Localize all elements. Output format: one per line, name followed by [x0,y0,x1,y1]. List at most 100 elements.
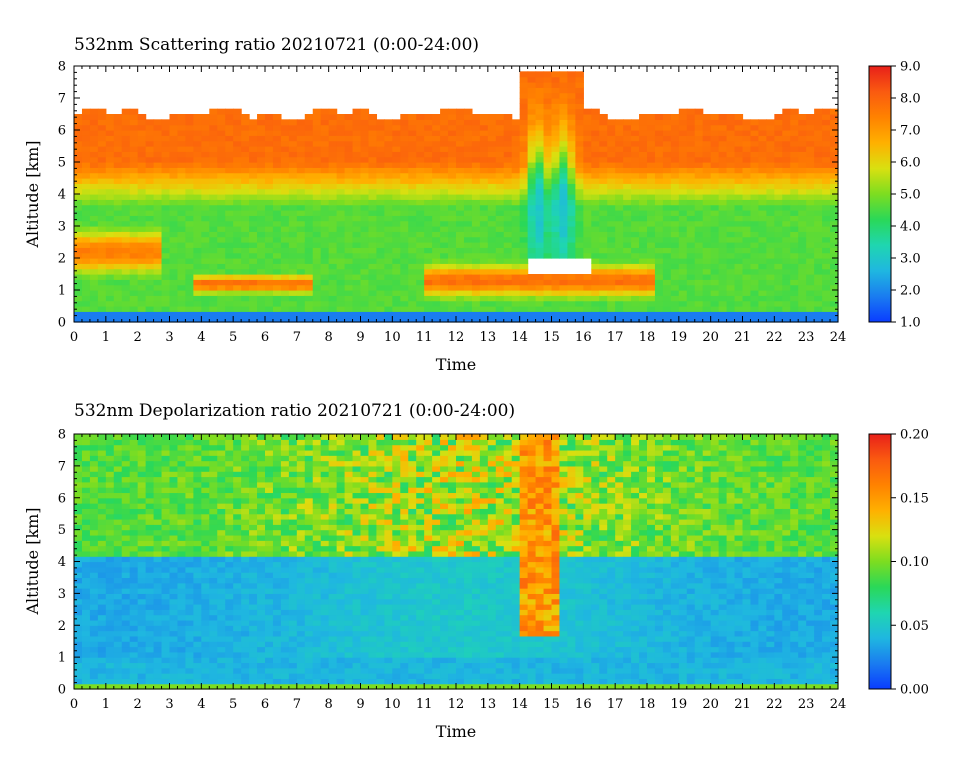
heatmap-cell [249,162,258,168]
y-axis-label: Altitude [km] [23,140,42,248]
heatmap-cell [97,439,107,446]
heatmap-cell [400,204,409,211]
heatmap-cell [440,274,449,280]
heatmap-cell [623,226,632,232]
heatmap-cell [654,194,664,200]
heatmap-cell [400,215,409,222]
heatmap-cell [726,258,736,264]
heatmap-cell [169,513,179,520]
heatmap-cell [105,279,115,286]
heatmap-cell [623,151,632,158]
heatmap-cell [169,439,179,446]
heatmap-cell [74,572,83,579]
heatmap-cell [758,162,767,168]
heatmap-cell [607,268,616,275]
heatmap-cell [830,178,839,184]
heatmap-cell [400,284,409,291]
heatmap-cell [105,630,115,637]
heatmap-cell [169,577,179,584]
heatmap-cell [265,279,274,286]
heatmap-cell [185,274,194,280]
heatmap-cell [344,247,354,254]
heatmap-cell [145,503,155,509]
heatmap-cell [121,625,131,632]
heatmap-cell [201,231,210,238]
heatmap-cell [758,279,767,286]
heatmap-cell [702,156,712,163]
heatmap-cell [145,199,155,206]
heatmap-cell [599,204,608,211]
heatmap-cell [105,274,115,280]
heatmap-cell [758,274,767,280]
heatmap-cell [654,295,664,302]
heatmap-cell [599,188,608,195]
heatmap-cell [376,215,385,222]
heatmap-cell [615,210,624,216]
heatmap-cell [479,252,489,259]
heatmap-cell [121,156,131,163]
heatmap-cell [288,199,298,206]
heatmap-cell [336,156,346,163]
heatmap-cell [782,178,791,184]
depolarization-ratio-panel: 532nm Depolarization ratio 20210721 (0:0… [23,401,929,741]
heatmap-cell [169,252,179,259]
heatmap-cell [193,140,202,147]
heatmap-cell [185,220,194,227]
heatmap-cell [105,226,115,232]
heatmap-cell [129,662,139,669]
heatmap-cell [567,231,576,238]
heatmap-cell [352,236,362,243]
heatmap-cell [137,156,147,163]
heatmap-cell [822,274,831,280]
heatmap-cell [774,226,783,232]
heatmap-cell [384,242,393,248]
heatmap-cell [694,242,704,248]
heatmap-cell [145,609,155,616]
heatmap-cell [654,119,664,126]
heatmap-cell [440,167,449,174]
heatmap-cell [185,284,194,291]
heatmap-cell [726,268,736,275]
heatmap-cell [503,210,513,216]
heatmap-cell [519,290,529,296]
heatmap-cell [113,646,123,653]
heatmap-cell [129,252,139,259]
heatmap-cell [463,199,473,206]
heatmap-cell [678,316,688,323]
heatmap-cell [806,220,815,227]
heatmap-cell [105,529,115,536]
heatmap-cell [113,550,123,557]
heatmap-cell [280,167,290,174]
heatmap-cell [487,183,497,190]
heatmap-cell [551,252,561,259]
heatmap-cell [782,162,791,168]
heatmap-cell [416,172,425,179]
heatmap-cell [551,316,561,323]
heatmap-cell [161,434,171,440]
heatmap-cell [408,130,417,136]
heatmap-cell [575,87,584,94]
heatmap-cell [233,284,242,291]
heatmap-cell [161,625,171,632]
heatmap-cell [798,300,807,307]
heatmap-cell [161,151,171,158]
heatmap-cell [137,534,147,541]
heatmap-cell [360,183,370,190]
heatmap-cell [304,258,314,264]
heatmap-cell [280,247,290,254]
heatmap-cell [424,210,433,216]
heatmap-cell [392,151,401,158]
heatmap-cell [734,290,744,296]
heatmap-cell [153,534,163,541]
heatmap-cell [209,683,218,690]
heatmap-cell [89,577,99,584]
heatmap-cell [718,306,728,312]
heatmap-cell [639,268,648,275]
heatmap-cell [185,434,194,440]
heatmap-cell [177,188,187,195]
heatmap-cell [105,178,115,184]
heatmap-cell [511,140,521,147]
heatmap-cell [328,258,338,264]
heatmap-cell [734,284,744,291]
heatmap-cell [686,210,696,216]
